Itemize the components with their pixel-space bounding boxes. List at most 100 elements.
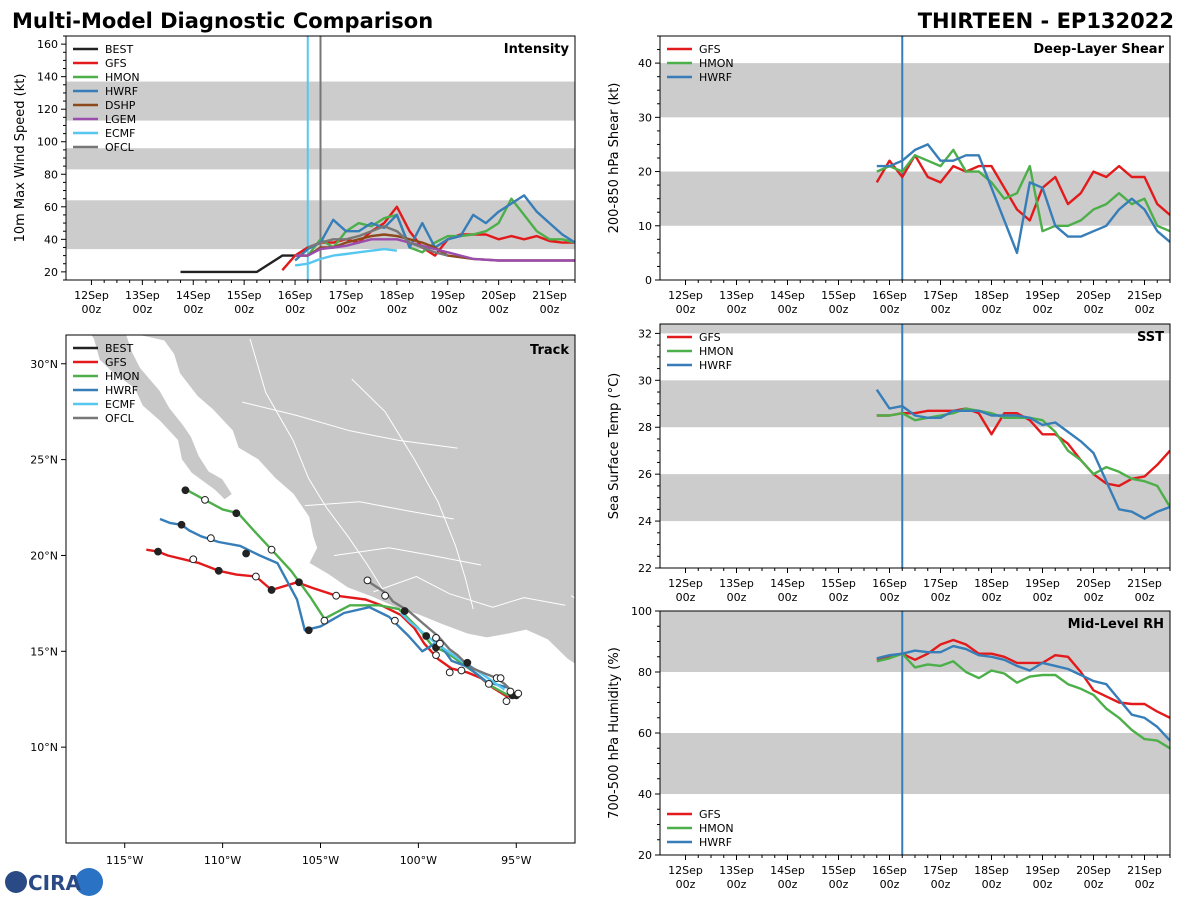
x-tick-label-day: 18Sep (974, 864, 1009, 877)
panel-title: SST (1137, 330, 1164, 345)
track-line-ecmf (399, 612, 506, 691)
plot-frame (659, 323, 1171, 569)
x-tick-label-hour: 00z (336, 303, 356, 316)
x-tick-label-day: 19Sep (1025, 289, 1060, 302)
x-tick-label-day: 17Sep (923, 577, 958, 590)
track-point-hwrf (502, 697, 511, 706)
x-tick-label-hour: 00z (1084, 303, 1104, 316)
storm-id-title: THIRTEEN - EP132022 (918, 9, 1174, 33)
x-tick-label-hour: 00z (132, 303, 152, 316)
y-axis-label: 10m Max Wind Speed (kt) (13, 74, 28, 243)
x-tick-label-day: 13Sep (125, 289, 160, 302)
political-border (351, 378, 474, 610)
track-point-gfs (457, 666, 466, 675)
political-border (334, 547, 482, 566)
shaded-band (660, 611, 1170, 672)
legend-label-hwrf: HWRF (699, 836, 732, 849)
y-tick-label: 26 (638, 468, 652, 481)
x-tick-label-hour: 00z (1135, 591, 1155, 604)
x-tick-label-day: 18Sep (379, 289, 414, 302)
x-tick-label-hour: 00z (880, 303, 900, 316)
track-point-gfs (484, 679, 493, 688)
y-tick-label: 80 (638, 666, 652, 679)
panel-intensity: 2040608010012014016012Sep00z13Sep00z14Se… (13, 35, 576, 316)
lon-tick-label: 100°W (400, 854, 437, 867)
track-point-gfs (251, 572, 260, 581)
y-tick-label: 100 (37, 136, 58, 149)
x-tick-label-day: 12Sep (668, 289, 703, 302)
lat-tick-label: 10°N (30, 741, 58, 754)
x-tick-label-hour: 00z (829, 591, 849, 604)
political-border (242, 401, 458, 449)
logo-satellite-icon (75, 868, 103, 896)
x-tick-label-hour: 00z (778, 878, 798, 891)
panel-title: Intensity (504, 42, 570, 57)
legend-label-ecmf: ECMF (105, 127, 135, 140)
x-tick-label-day: 12Sep (668, 577, 703, 590)
track-point-ofcl (381, 591, 390, 600)
series-line-best (180, 246, 309, 274)
lat-tick-label: 20°N (30, 549, 58, 562)
x-tick-label-day: 14Sep (770, 864, 805, 877)
cira-logo: CIRA (5, 868, 103, 896)
x-tick-label-day: 19Sep (1025, 577, 1060, 590)
legend-label-hmon: HMON (699, 822, 734, 835)
legend-label-hwrf: HWRF (699, 71, 732, 84)
legend-label-hmon: HMON (699, 345, 734, 358)
y-tick-label: 140 (37, 71, 58, 84)
track-point-hmon (267, 545, 276, 554)
plot-area (660, 36, 1170, 280)
track-line-hmon (183, 489, 509, 697)
panels: 2040608010012014016012Sep00z13Sep00z14Se… (13, 35, 1171, 891)
legend-label-gfs: GFS (699, 43, 721, 56)
track-point-gfs (332, 591, 341, 600)
legend-label-hwrf: HWRF (105, 85, 138, 98)
track-point-ofcl (363, 576, 372, 585)
political-border (249, 338, 384, 591)
track-point-gfs (400, 607, 409, 615)
y-tick-label: 160 (37, 38, 58, 51)
series-line-hmon (295, 197, 575, 257)
x-tick-label-day: 15Sep (821, 864, 856, 877)
legend-label-hwrf: HWRF (105, 384, 138, 397)
track-point-hmon (432, 633, 440, 642)
legend-label-lgem: LGEM (105, 113, 136, 126)
shaded-band (660, 324, 1170, 334)
y-tick-label: 22 (638, 562, 652, 575)
legend-label-ofcl: OFCL (105, 141, 135, 154)
x-tick-label-day: 18Sep (974, 289, 1009, 302)
x-tick-label-hour: 00z (1084, 878, 1104, 891)
track-point-hmon (463, 658, 472, 667)
x-tick-label-day: 19Sep (430, 289, 465, 302)
x-tick-label-hour: 00z (1033, 878, 1053, 891)
track-point-hwrf (422, 632, 431, 640)
x-tick-label-day: 17Sep (923, 289, 958, 302)
y-tick-label: 60 (44, 201, 58, 214)
shaded-band (660, 474, 1170, 522)
x-tick-label-day: 21Sep (1127, 289, 1162, 302)
legend-label-ofcl: OFCL (105, 412, 135, 425)
panel-title: Deep-Layer Shear (1033, 42, 1164, 57)
y-tick-label: 30 (638, 374, 652, 387)
track-point-gfs (295, 578, 303, 587)
legend-label-gfs: GFS (699, 331, 721, 344)
figure-title: Multi-Model Diagnostic Comparison (12, 9, 433, 33)
track-point-ofcl (514, 689, 523, 698)
panel-track: 115°W 110°W 105°W 100°W 95°W 10°N 15°N 20°N 25°N… (30, 334, 576, 867)
x-tick-label-hour: 00z (727, 303, 747, 316)
x-tick-label-hour: 00z (829, 878, 849, 891)
x-tick-label-hour: 00z (1033, 303, 1053, 316)
x-tick-label-day: 16Sep (872, 864, 907, 877)
track-point-hwrf (206, 534, 215, 543)
x-tick-label-hour: 00z (931, 303, 951, 316)
x-tick-label-hour: 00z (676, 303, 696, 316)
x-tick-label-day: 16Sep (872, 577, 907, 590)
x-tick-label-day: 21Sep (1127, 577, 1162, 590)
x-tick-label-day: 12Sep (74, 289, 109, 302)
x-tick-label-hour: 00z (880, 878, 900, 891)
y-tick-label: 32 (638, 327, 652, 340)
panel-title: Track (530, 343, 569, 358)
